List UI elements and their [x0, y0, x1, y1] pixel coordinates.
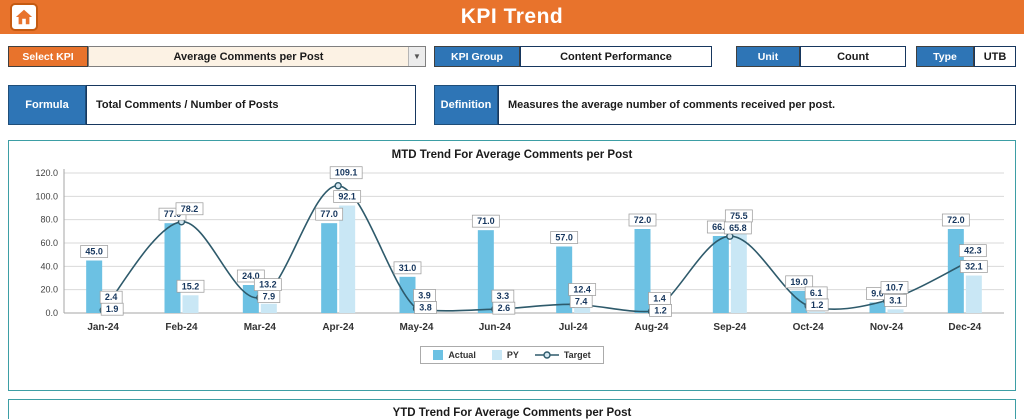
- svg-text:40.0: 40.0: [40, 261, 58, 271]
- definition-label: Definition: [434, 85, 498, 125]
- svg-text:Dec-24: Dec-24: [948, 322, 981, 333]
- mtd-trend-chart: 0.0 20.0 40.0 60.0 80.0 100.0 120.0 45.0 1.9 2.4 J…: [35, 166, 1004, 333]
- kpi-select-value: Average Comments per Post: [173, 50, 324, 63]
- ytd-chart-title: YTD Trend For Average Comments per Post: [392, 407, 632, 419]
- svg-text:80.0: 80.0: [40, 215, 58, 225]
- svg-text:31.0: 31.0: [399, 263, 417, 273]
- unit-value: Count: [800, 46, 906, 67]
- svg-text:66.0: 66.0: [712, 222, 730, 232]
- legend-label: Target: [563, 350, 591, 360]
- svg-text:1.9: 1.9: [106, 304, 119, 314]
- svg-text:Sep-24: Sep-24: [713, 322, 746, 333]
- svg-text:9.0: 9.0: [871, 289, 884, 299]
- legend-item-actual: Actual: [433, 350, 476, 360]
- svg-text:Jan-24: Jan-24: [87, 322, 119, 333]
- type-value: UTB: [974, 46, 1016, 67]
- svg-text:7.9: 7.9: [263, 292, 276, 302]
- mtd-chart-panel: MTD Trend For Average Comments per Post …: [8, 140, 1016, 391]
- svg-text:92.1: 92.1: [338, 192, 356, 202]
- legend-label: Actual: [448, 350, 476, 360]
- svg-text:7.4: 7.4: [575, 297, 588, 307]
- svg-text:3.8: 3.8: [419, 302, 432, 312]
- svg-text:May-24: May-24: [400, 322, 434, 333]
- svg-text:109.1: 109.1: [335, 168, 358, 178]
- svg-text:12.4: 12.4: [573, 285, 591, 295]
- home-icon: [15, 9, 33, 25]
- ytd-chart-panel: YTD Trend For Average Comments per Post: [8, 399, 1016, 419]
- svg-text:Feb-24: Feb-24: [165, 322, 198, 333]
- svg-text:71.0: 71.0: [477, 216, 495, 226]
- svg-text:3.9: 3.9: [418, 290, 431, 300]
- svg-text:15.2: 15.2: [182, 281, 200, 291]
- home-button[interactable]: [10, 3, 38, 31]
- type-label: Type: [916, 46, 974, 67]
- dropdown-arrow-icon[interactable]: ▼: [408, 47, 425, 66]
- svg-text:Oct-24: Oct-24: [793, 322, 825, 333]
- svg-text:1.4: 1.4: [653, 293, 666, 303]
- svg-text:Mar-24: Mar-24: [244, 322, 277, 333]
- svg-text:77.0: 77.0: [164, 209, 182, 219]
- legend-line-icon: [534, 351, 559, 359]
- svg-text:72.0: 72.0: [634, 215, 652, 225]
- svg-text:10.7: 10.7: [886, 283, 904, 293]
- kpi-group-value: Content Performance: [520, 46, 712, 67]
- svg-text:Apr-24: Apr-24: [322, 322, 354, 333]
- svg-text:57.0: 57.0: [555, 233, 573, 243]
- svg-text:Aug-24: Aug-24: [635, 322, 669, 333]
- svg-text:2.6: 2.6: [498, 303, 511, 313]
- svg-text:3.1: 3.1: [889, 295, 902, 305]
- formula-label: Formula: [8, 85, 86, 125]
- unit-label: Unit: [736, 46, 800, 67]
- svg-text:72.0: 72.0: [947, 215, 965, 225]
- select-kpi-label: Select KPI: [8, 46, 88, 67]
- svg-text:1.2: 1.2: [811, 300, 824, 310]
- svg-text:Nov-24: Nov-24: [870, 322, 904, 333]
- svg-text:6.1: 6.1: [810, 288, 823, 298]
- svg-text:75.5: 75.5: [730, 211, 748, 221]
- svg-text:Jul-24: Jul-24: [559, 322, 588, 333]
- legend-swatch-icon: [491, 350, 502, 360]
- header-bar: KPI Trend: [0, 0, 1024, 34]
- legend-item-py: PY: [491, 350, 519, 360]
- formula-value: Total Comments / Number of Posts: [86, 85, 416, 125]
- legend-label: PY: [506, 350, 519, 360]
- kpi-group-label: KPI Group: [434, 46, 520, 67]
- svg-text:13.2: 13.2: [259, 280, 277, 290]
- mtd-chart-title: MTD Trend For Average Comments per Post: [391, 149, 633, 161]
- svg-text:42.3: 42.3: [964, 246, 982, 256]
- legend-item-target: Target: [534, 350, 591, 360]
- svg-text:45.0: 45.0: [85, 247, 103, 257]
- svg-text:77.0: 77.0: [320, 209, 338, 219]
- svg-text:24.0: 24.0: [242, 271, 260, 281]
- svg-text:20.0: 20.0: [40, 285, 58, 295]
- svg-text:19.0: 19.0: [790, 277, 808, 287]
- svg-text:Jun-24: Jun-24: [479, 322, 512, 333]
- svg-text:0.0: 0.0: [45, 308, 58, 318]
- svg-text:1.2: 1.2: [654, 305, 667, 315]
- svg-text:60.0: 60.0: [40, 238, 58, 248]
- svg-text:3.3: 3.3: [497, 291, 510, 301]
- svg-text:100.0: 100.0: [35, 191, 58, 201]
- page-title: KPI Trend: [460, 5, 564, 28]
- definition-value: Measures the average number of comments …: [498, 85, 1016, 125]
- legend-swatch-icon: [433, 350, 444, 360]
- svg-text:78.2: 78.2: [181, 204, 199, 214]
- kpi-select-dropdown[interactable]: Average Comments per Post ▼: [88, 46, 426, 67]
- svg-text:65.8: 65.8: [729, 223, 747, 233]
- svg-text:120.0: 120.0: [35, 168, 58, 178]
- svg-text:2.4: 2.4: [105, 292, 118, 302]
- chart-legend: Actual PY Target: [9, 346, 1015, 364]
- svg-text:32.1: 32.1: [965, 262, 983, 272]
